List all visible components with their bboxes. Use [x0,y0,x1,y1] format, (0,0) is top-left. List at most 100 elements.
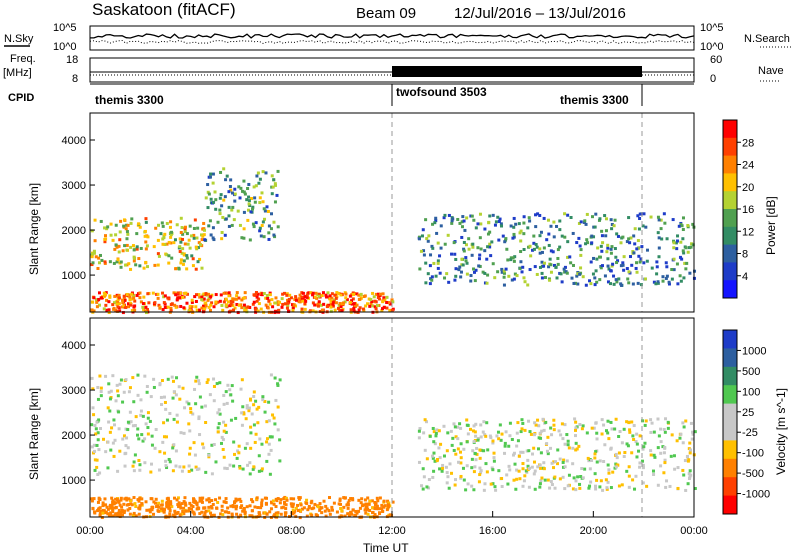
heatmap-cell [126,223,130,227]
heatmap-cell [346,506,350,510]
power-colorbar-label: Power [dB] [764,196,778,255]
heatmap-cell [470,484,474,488]
heatmap-cell [242,303,246,307]
heatmap-cell [208,308,212,312]
heatmap-cell [459,456,463,460]
heatmap-cell [206,206,210,210]
heatmap-cell [163,302,167,306]
heatmap-cell [486,273,490,277]
heatmap-cell [277,308,281,312]
heatmap-cell [162,301,166,305]
heatmap-cell [276,511,280,515]
heatmap-cell [498,217,502,221]
heatmap-cell [670,433,674,437]
heatmap-cell [478,466,482,470]
heatmap-cell [254,291,258,295]
heatmap-cell [178,397,182,401]
heatmap-cell [552,235,556,239]
heatmap-cell [187,464,191,468]
heatmap-cell [95,420,99,424]
heatmap-cell [99,219,103,223]
heatmap-cell [450,219,454,223]
heatmap-cell [128,298,132,302]
heatmap-cell [583,219,587,223]
heatmap-cell [220,303,224,307]
heatmap-cell [563,442,567,446]
heatmap-cell [474,422,478,426]
heatmap-cell [192,226,196,230]
heatmap-cell [146,416,150,420]
heatmap-cell [241,296,245,300]
heatmap-cell [251,302,255,306]
heatmap-cell [474,458,478,462]
heatmap-cell [239,186,243,190]
heatmap-cell [535,272,539,276]
heatmap-cell [237,303,241,307]
heatmap-cell [170,302,174,306]
heatmap-cell [314,291,318,295]
heatmap-cell [614,465,618,469]
heatmap-cell [206,183,210,187]
heatmap-cell [516,421,520,425]
heatmap-cell [135,247,139,251]
heatmap-cell [606,243,610,247]
heatmap-cell [471,429,475,433]
heatmap-cell [179,506,183,510]
heatmap-cell [115,309,119,313]
heatmap-cell [194,465,198,469]
heatmap-cell [242,236,246,240]
heatmap-cell [550,483,554,487]
heatmap-cell [446,475,450,479]
heatmap-cell [357,509,361,513]
heatmap-cell [270,174,274,178]
heatmap-cell [689,421,693,425]
heatmap-cell [252,390,256,394]
heatmap-cell [577,444,581,448]
heatmap-cell [211,236,215,240]
heatmap-cell [563,465,567,469]
heatmap-cell [198,496,202,500]
heatmap-cell [165,500,169,504]
heatmap-cell [664,276,668,280]
heatmap-cell [239,513,243,517]
heatmap-cell [231,303,235,307]
heatmap-cell [368,509,372,513]
heatmap-cell [371,506,375,510]
heatmap-cell [552,220,556,224]
heatmap-cell [521,450,525,454]
heatmap-cell [526,283,530,287]
heatmap-cell [470,457,474,461]
heatmap-cell [357,293,361,297]
heatmap-cell [121,301,125,305]
heatmap-cell [116,258,120,262]
heatmap-cell [689,245,693,249]
heatmap-cell [268,302,272,306]
heatmap-cell [249,431,253,435]
heatmap-cell [161,224,165,228]
heatmap-cell [483,227,487,231]
heatmap-cell [115,383,119,387]
heatmap-cell [374,307,378,311]
heatmap-cell [181,262,185,266]
heatmap-cell [115,302,119,306]
heatmap-cell [435,231,439,235]
heatmap-cell [539,479,543,483]
heatmap-cell [207,509,211,513]
heatmap-cell [176,496,180,500]
heatmap-cell [114,308,118,312]
heatmap-cell [231,191,235,195]
heatmap-cell [618,429,622,433]
heatmap-cell [566,213,570,217]
heatmap-cell [665,274,669,278]
heatmap-cell [93,458,97,462]
heatmap-cell [663,461,667,465]
heatmap-cell [688,475,692,479]
heatmap-cell [219,193,223,197]
heatmap-cell [154,427,158,431]
heatmap-cell [649,215,653,219]
heatmap-cell [157,505,161,509]
heatmap-cell [237,296,241,300]
heatmap-cell [377,297,381,301]
heatmap-cell [512,451,516,455]
heatmap-cell [245,505,249,509]
